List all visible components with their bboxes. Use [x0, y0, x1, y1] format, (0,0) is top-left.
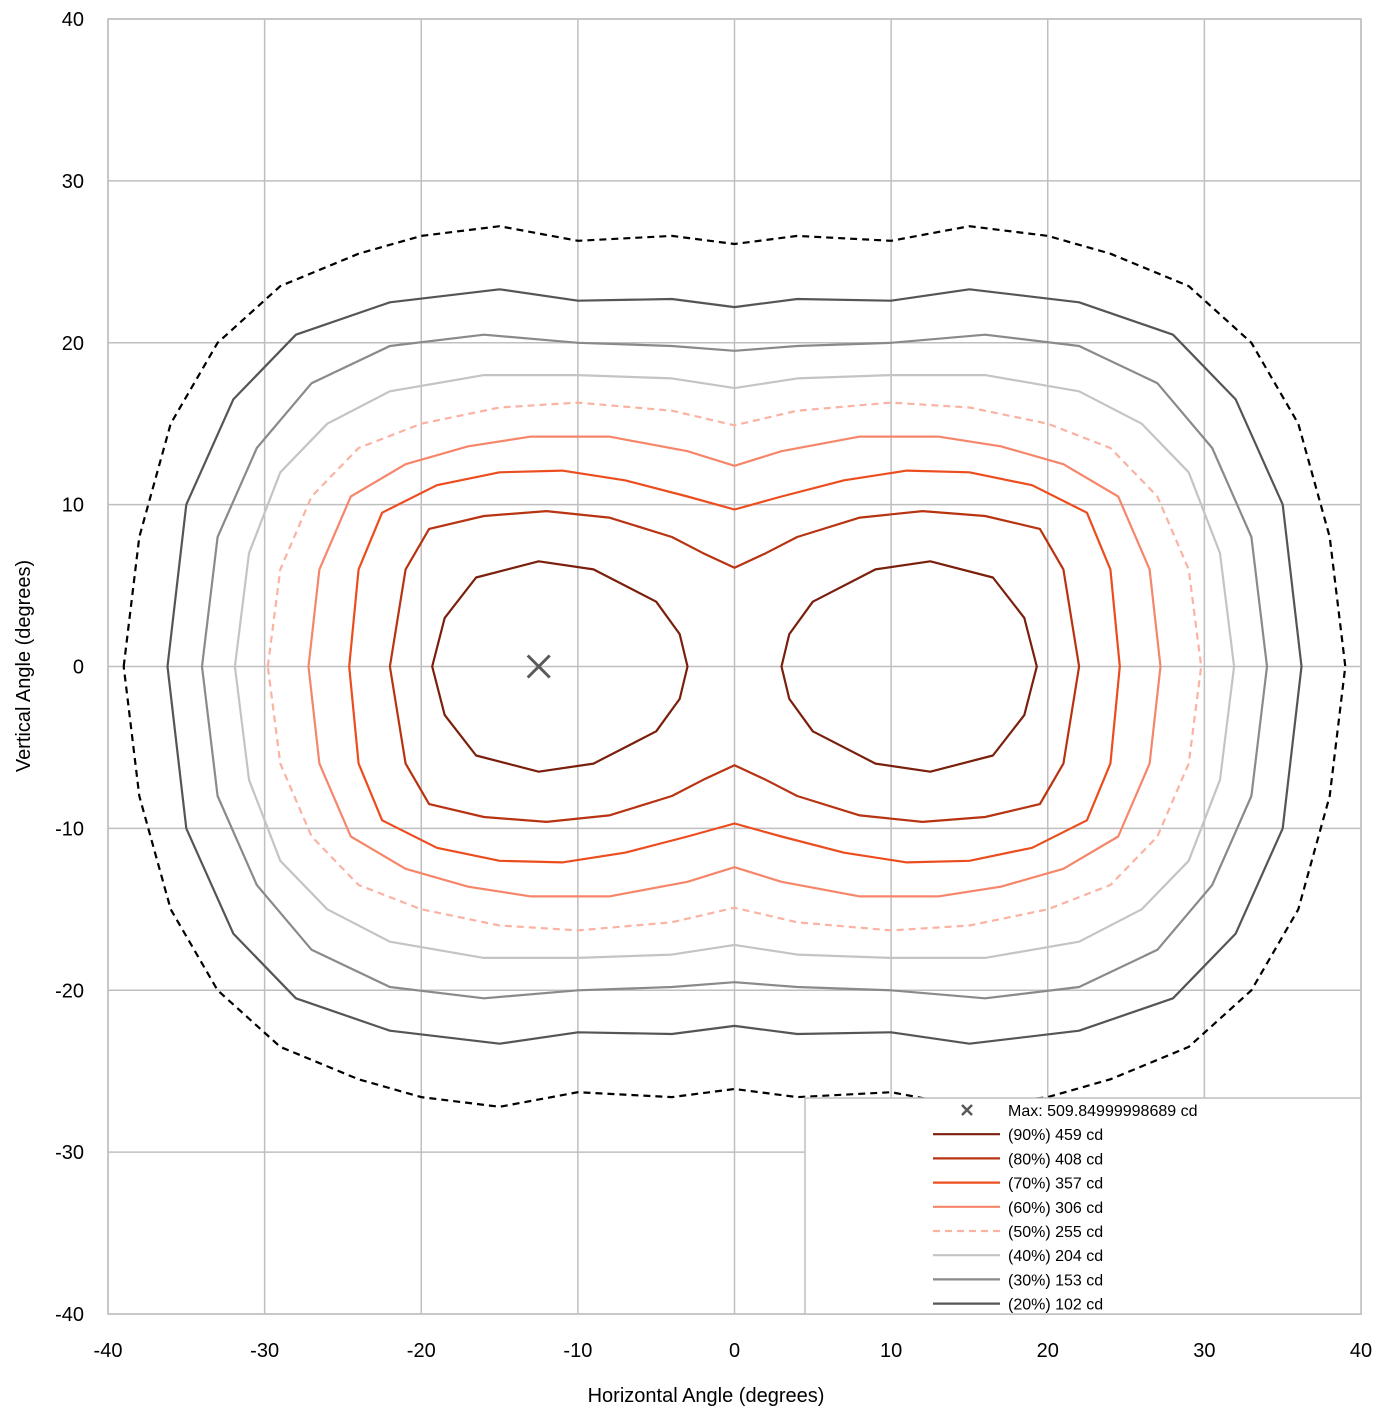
x-tick-label: 10	[880, 1340, 902, 1362]
contour-lines	[122, 225, 1347, 1108]
max-marker	[526, 654, 551, 679]
legend-max-marker	[961, 1104, 973, 1116]
legend-entry-1: (90%) 459 cd	[1008, 1127, 1103, 1144]
legend-entry-5: (50%) 255 cd	[1008, 1224, 1103, 1241]
x-axis-label: Horizontal Angle (degrees)	[588, 1385, 825, 1407]
x-tick-label: 30	[1193, 1340, 1215, 1362]
y-tick-label: 30	[62, 171, 84, 193]
contour-line-4	[307, 435, 1162, 898]
contour-line-9	[122, 225, 1347, 1108]
legend-entry-8: (20%) 102 cd	[1008, 1297, 1103, 1314]
x-tick-label: 20	[1037, 1340, 1059, 1362]
legend-entry-2: (80%) 408 cd	[1008, 1151, 1103, 1168]
legend-max-label: Max: 509.84999998689 cd	[1008, 1103, 1197, 1120]
tick-labels: -40 -30 -20 -10 0 10 20 30 40 40 30 20 10 0 -10 -20 -30 -…	[55, 9, 1372, 1362]
x-tick-label: -30	[250, 1340, 279, 1362]
contour-line-3	[348, 469, 1121, 864]
contour-line-1	[431, 560, 689, 773]
x-tick-label: 40	[1350, 1340, 1372, 1362]
contour-line-1	[780, 560, 1038, 773]
y-tick-label: -40	[55, 1304, 84, 1326]
y-tick-label: -10	[55, 818, 84, 840]
legend-entry-4: (60%) 306 cd	[1008, 1200, 1103, 1217]
legend: Max: 509.84999998689 cd (90%) 459 cd (80%)…	[804, 1097, 1362, 1315]
legend-entry-6: (40%) 204 cd	[1008, 1248, 1103, 1265]
y-tick-label: 20	[62, 333, 84, 355]
y-tick-label: 10	[62, 495, 84, 517]
y-tick-label: -20	[55, 980, 84, 1002]
contour-line-6	[233, 374, 1236, 959]
legend-box	[804, 1097, 1362, 1315]
y-tick-label: 40	[62, 9, 84, 31]
legend-entry-7: (30%) 153 cd	[1008, 1272, 1103, 1289]
x-tick-label: 0	[729, 1340, 740, 1362]
y-tick-label: -30	[55, 1142, 84, 1164]
contour-line-2	[388, 510, 1081, 823]
x-tick-label: -40	[94, 1340, 123, 1362]
contour-line-7	[200, 333, 1269, 1000]
legend-entry-3: (70%) 357 cd	[1008, 1176, 1103, 1193]
y-tick-label: 0	[73, 657, 84, 679]
y-axis-label: Vertical Angle (degrees)	[13, 560, 35, 772]
contour-line-8	[166, 288, 1303, 1045]
x-tick-label: -10	[563, 1340, 592, 1362]
x-tick-label: -20	[407, 1340, 436, 1362]
